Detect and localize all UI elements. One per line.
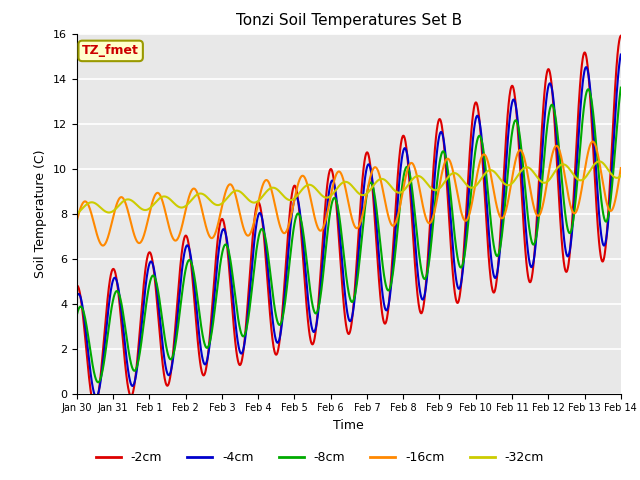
-32cm [337, 181, 345, 187]
-2cm [617, 33, 625, 39]
-8cm [101, 354, 109, 360]
-2cm [101, 326, 109, 332]
-8cm [338, 232, 346, 238]
-2cm [502, 144, 509, 150]
X-axis label: Time: Time [333, 419, 364, 432]
Line: -2cm: -2cm [77, 36, 621, 407]
-32cm [601, 162, 609, 168]
-2cm [323, 183, 331, 189]
-32cm [323, 195, 331, 201]
-16cm [323, 211, 331, 216]
-16cm [502, 209, 509, 215]
-32cm [73, 211, 81, 216]
-8cm [73, 312, 81, 318]
-16cm [99, 243, 107, 249]
-4cm [338, 252, 346, 258]
-8cm [602, 218, 609, 224]
-8cm [502, 197, 509, 203]
Text: TZ_fmet: TZ_fmet [82, 44, 139, 58]
-4cm [323, 205, 331, 211]
Title: Tonzi Soil Temperatures Set B: Tonzi Soil Temperatures Set B [236, 13, 462, 28]
Line: -16cm: -16cm [77, 142, 621, 246]
-16cm [73, 218, 81, 224]
-2cm [73, 283, 81, 288]
-8cm [601, 218, 609, 224]
-32cm [595, 158, 603, 164]
-32cm [100, 208, 108, 214]
-4cm [601, 241, 609, 247]
-8cm [94, 379, 102, 385]
-8cm [323, 233, 331, 239]
Line: -8cm: -8cm [77, 88, 621, 382]
-4cm [502, 171, 509, 177]
-4cm [617, 52, 625, 58]
-32cm [501, 181, 509, 187]
-2cm [338, 275, 346, 280]
-2cm [91, 404, 99, 409]
-16cm [101, 241, 109, 247]
-32cm [617, 173, 625, 179]
-16cm [617, 165, 625, 171]
Line: -4cm: -4cm [77, 55, 621, 397]
Y-axis label: Soil Temperature (C): Soil Temperature (C) [35, 149, 47, 278]
-4cm [92, 394, 100, 400]
-4cm [73, 293, 81, 299]
Legend: -2cm, -4cm, -8cm, -16cm, -32cm: -2cm, -4cm, -8cm, -16cm, -32cm [91, 446, 549, 469]
-16cm [602, 195, 609, 201]
-32cm [602, 163, 609, 168]
-16cm [338, 172, 346, 178]
-4cm [101, 341, 109, 347]
Line: -32cm: -32cm [77, 161, 621, 214]
-2cm [601, 249, 609, 255]
-4cm [602, 240, 609, 246]
-8cm [617, 85, 625, 91]
-2cm [602, 247, 609, 252]
-16cm [589, 139, 596, 144]
-16cm [602, 193, 609, 199]
